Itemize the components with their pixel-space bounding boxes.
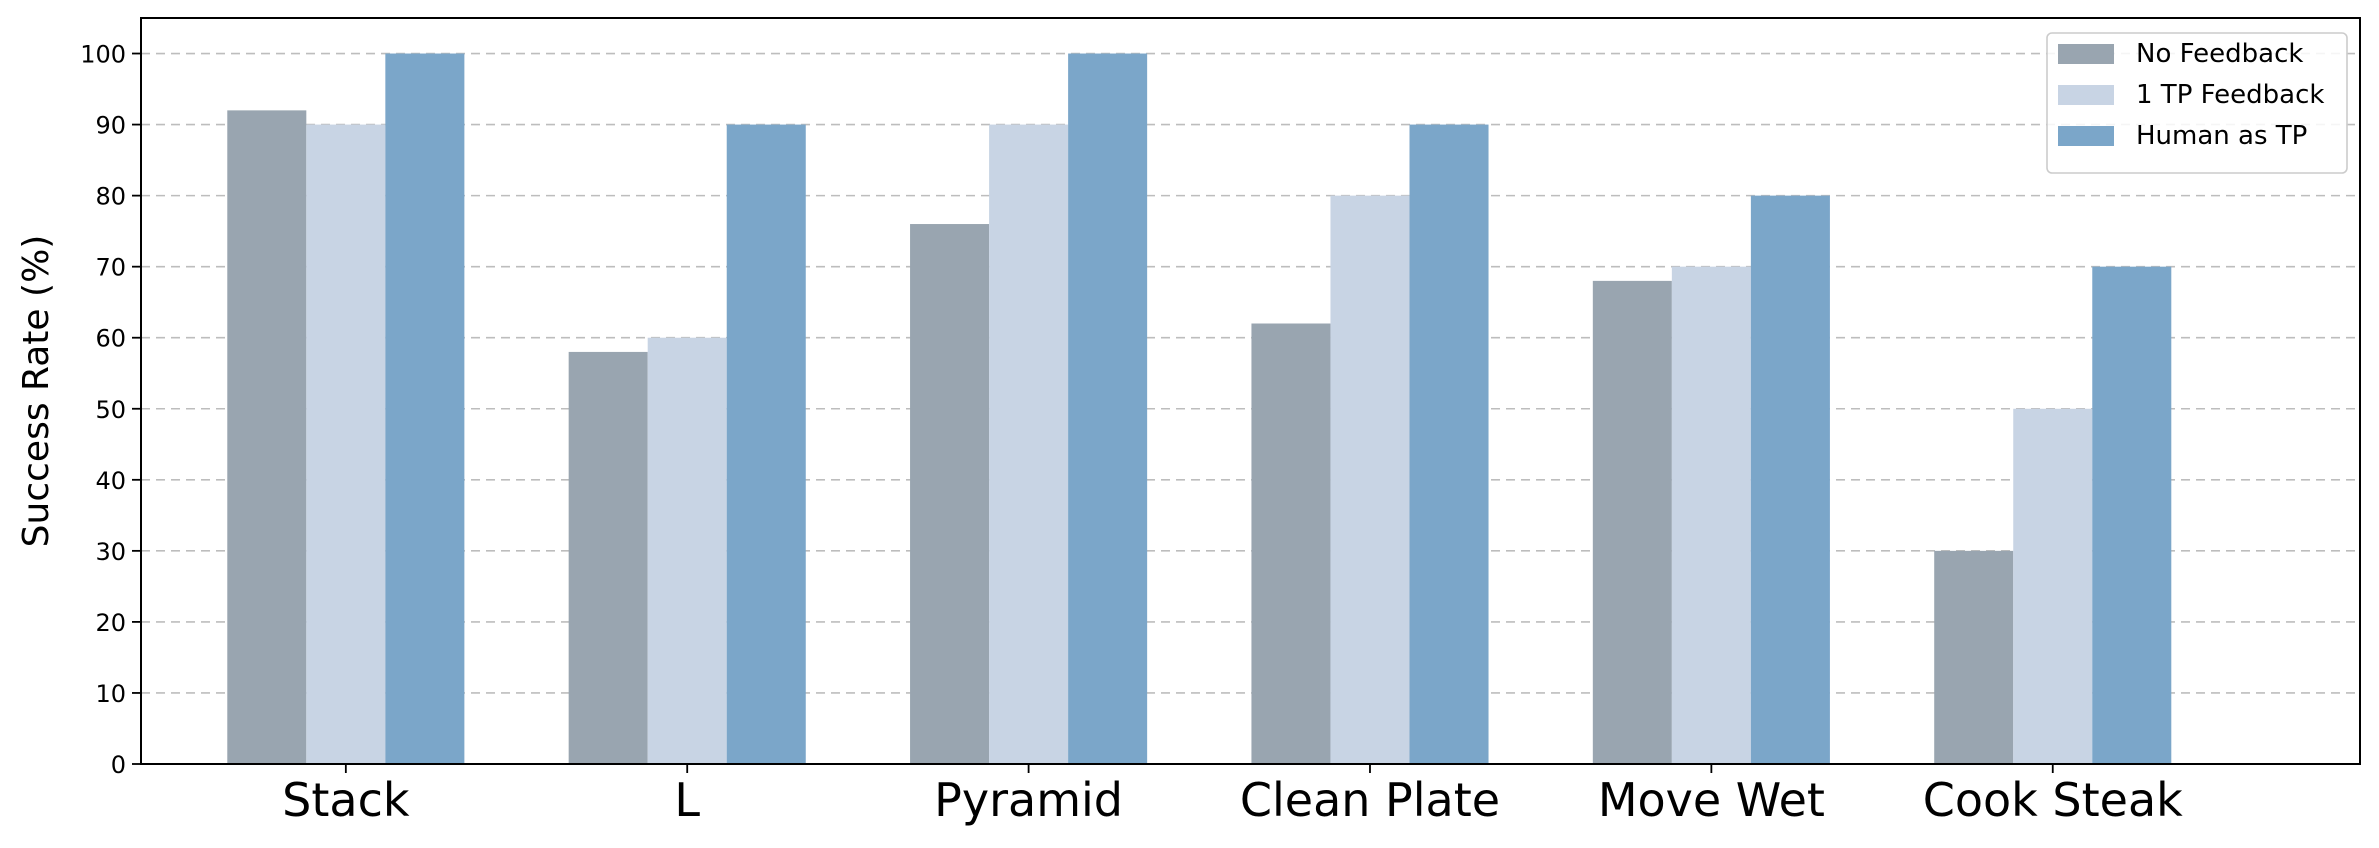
x-axis-ticks: Stack L Pyramid Clean Plate Move Wet Cook Ste… — [282, 764, 2183, 827]
x-tick-label: Move Wet — [1598, 773, 1825, 827]
y-tick-label: 50 — [95, 396, 126, 424]
y-tick-label: 20 — [95, 609, 126, 637]
legend: No Feedback 1 TP Feedback Human as TP — [2046, 32, 2348, 174]
plot-frame — [140, 17, 2361, 765]
bar-human-as-tp-l — [726, 124, 806, 765]
x-tick-label: Clean Plate — [1240, 773, 1500, 827]
bar-human-as-tp-cook-steak — [2092, 266, 2172, 764]
x-tick-label: L — [674, 773, 700, 827]
y-tick-label: 30 — [95, 538, 126, 566]
bar-1-tp-feedback-clean-plate — [1330, 195, 1410, 765]
legend-label: Human as TP — [2136, 121, 2307, 151]
y-tick-label: 0 — [111, 751, 126, 779]
bars — [227, 53, 2172, 765]
bar-human-as-tp-move-wet — [1750, 195, 1830, 765]
bar-no-feedback-pyramid — [910, 224, 990, 765]
y-tick-label: 90 — [95, 112, 126, 140]
bar-1-tp-feedback-stack — [306, 124, 386, 765]
bar-1-tp-feedback-l — [647, 337, 727, 764]
bar-no-feedback-move-wet — [1592, 280, 1672, 764]
legend-label: 1 TP Feedback — [2136, 80, 2324, 110]
bar-human-as-tp-stack — [385, 53, 465, 765]
legend-swatch — [2058, 85, 2114, 105]
y-tick-label: 80 — [95, 183, 126, 211]
legend-label: No Feedback — [2136, 39, 2303, 69]
y-tick-label: 10 — [95, 680, 126, 708]
y-tick-label: 60 — [95, 325, 126, 353]
bar-no-feedback-stack — [227, 110, 307, 764]
y-tick-label: 70 — [95, 254, 126, 282]
x-tick-label: Cook Steak — [1923, 773, 2183, 827]
y-tick-label: 40 — [95, 467, 126, 495]
bar-1-tp-feedback-cook-steak — [2013, 408, 2093, 764]
bar-1-tp-feedback-move-wet — [1671, 266, 1751, 764]
legend-frame — [2046, 32, 2348, 174]
bar-no-feedback-l — [568, 351, 648, 764]
legend-swatch — [2058, 44, 2114, 64]
bar-no-feedback-clean-plate — [1251, 323, 1331, 764]
bar-no-feedback-cook-steak — [1934, 550, 2014, 764]
y-axis-ticks: 0 10 20 30 40 50 60 70 80 90 100 — [80, 41, 141, 779]
x-tick-label: Stack — [282, 773, 410, 827]
y-tick-label: 100 — [80, 41, 126, 69]
x-tick-label: Pyramid — [934, 773, 1123, 827]
legend-swatch — [2058, 126, 2114, 146]
bar-human-as-tp-pyramid — [1068, 53, 1148, 765]
bar-human-as-tp-clean-plate — [1409, 124, 1489, 765]
y-axis-label: Success Rate (%) — [16, 235, 57, 548]
bar-1-tp-feedback-pyramid — [989, 124, 1069, 765]
